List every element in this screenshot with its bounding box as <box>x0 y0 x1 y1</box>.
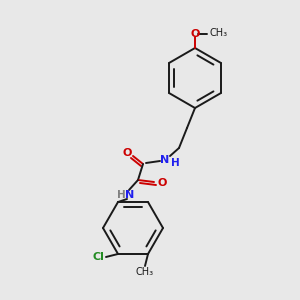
Text: H: H <box>117 190 125 200</box>
Text: CH₃: CH₃ <box>209 28 227 38</box>
Text: N: N <box>125 190 135 200</box>
Text: H: H <box>171 158 179 168</box>
Text: O: O <box>122 148 132 158</box>
Text: O: O <box>190 29 200 39</box>
Text: N: N <box>160 155 169 165</box>
Text: CH₃: CH₃ <box>136 267 154 277</box>
Text: Cl: Cl <box>92 252 104 262</box>
Text: O: O <box>157 178 167 188</box>
